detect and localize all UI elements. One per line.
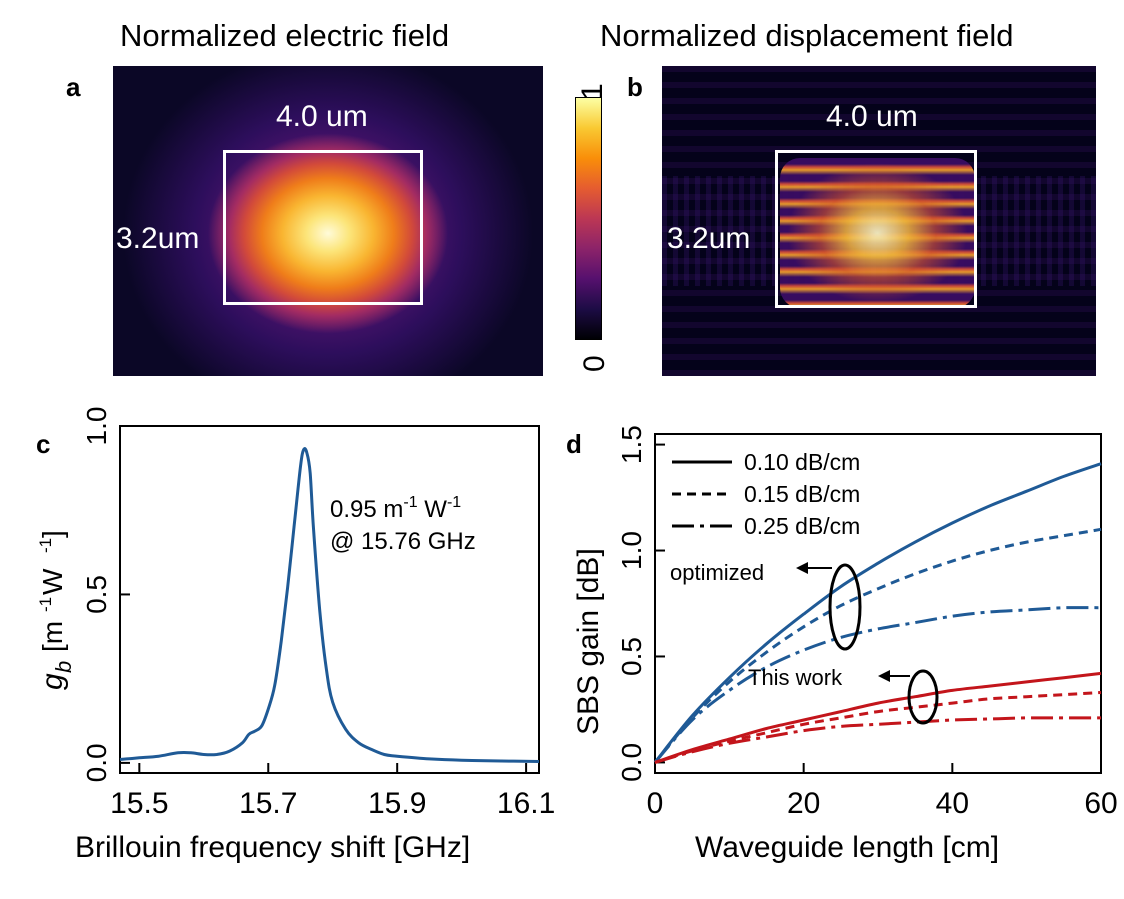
legend-label-1: 0.15 dB/cm [744,481,860,507]
waveguide-box-a [223,150,423,305]
x-tick-label: 20 [787,787,820,820]
panel-d-letter: d [566,429,582,459]
x-axis-label-d: Waveguide length [cm] [695,831,999,864]
waveguide-box-b [775,150,977,308]
sbs-gain-chart: d 0 20 40 60 0.0 0.5 1.0 1.5 Waveguide length [… [566,425,1118,864]
y-tick-label: 0.0 [616,743,647,782]
svg-text:[m: [m [37,621,68,652]
y-tick-label: 0.5 [81,575,112,614]
series-line [653,462,1102,764]
annotation-optimized: optimized [670,560,764,585]
legend-label-2: 0.25 dB/cm [744,513,860,539]
y-tick-label: 1.5 [616,425,647,464]
annotation-gb-value: 0.95 m-1 W-1 [330,494,461,523]
x-tick-label: 15.7 [239,787,297,820]
x-tick-label: 40 [936,787,969,820]
brillouin-gain-chart: c 15.5 15.7 15.9 16.1 0.0 0.5 1.0 0.95 m-1 W-1… [36,407,555,864]
svg-text:-1: -1 [36,538,55,553]
x-tick-label: 15.5 [110,787,168,820]
svg-text:b: b [51,661,76,673]
svg-text:W: W [37,568,68,595]
y-tick-label: 1.0 [81,407,112,446]
arrow-head-this-work [878,670,890,682]
colorbar [575,97,602,340]
panel-b-title: Normalized displacement field [600,18,1014,53]
series-line [654,691,1102,764]
svg-text:]: ] [37,530,68,538]
series-line [119,447,540,763]
ellipse-optimized [828,563,862,651]
legend: 0.10 dB/cm 0.15 dB/cm 0.25 dB/cm [672,449,860,539]
height-label-b: 3.2um [667,222,751,255]
series-line [653,606,1102,764]
x-axis-label-c: Brillouin frequency shift [GHz] [75,831,470,864]
svg-text:-1: -1 [36,597,55,612]
annotation-this-work: This work [748,665,843,690]
y-tick-label: 1.0 [616,531,647,570]
series-line [654,716,1101,764]
width-label-a: 4.0 um [276,100,368,133]
annotation-gb-freq: @ 15.76 GHz [330,528,476,555]
displacement-field-map: 4.0 um 3.2um [662,66,1096,376]
width-label-b: 4.0 um [826,100,918,133]
x-tick-label: 16.1 [497,787,555,820]
colorbar-min-label: 0 [578,355,611,372]
svg-text:g: g [36,673,69,690]
x-tick-label: 0 [647,787,664,820]
ellipse-this-work [907,669,939,725]
y-axis-label-d: SBS gain [dB] [572,548,605,735]
series-line [654,671,1102,764]
y-tick-label: 0.5 [616,637,647,676]
y-axis-label-c: g b [m -1 W -1 ] [36,530,76,690]
arrow-head-optimized [796,562,808,574]
x-tick-label: 60 [1084,787,1117,820]
panel-b-letter: b [627,72,643,102]
legend-label-0: 0.10 dB/cm [744,449,860,475]
panel-a-title: Normalized electric field [120,18,450,53]
electric-field-map: 4.0 um 3.2um [113,66,543,376]
height-label-a: 3.2um [116,222,200,255]
series-line [653,527,1102,764]
plot-frame-c [119,425,540,774]
panel-a-letter: a [66,72,81,102]
plot-frame-d [654,433,1102,774]
y-tick-label: 0.0 [81,743,112,782]
panel-c-letter: c [36,429,50,459]
x-tick-label: 15.9 [368,787,426,820]
